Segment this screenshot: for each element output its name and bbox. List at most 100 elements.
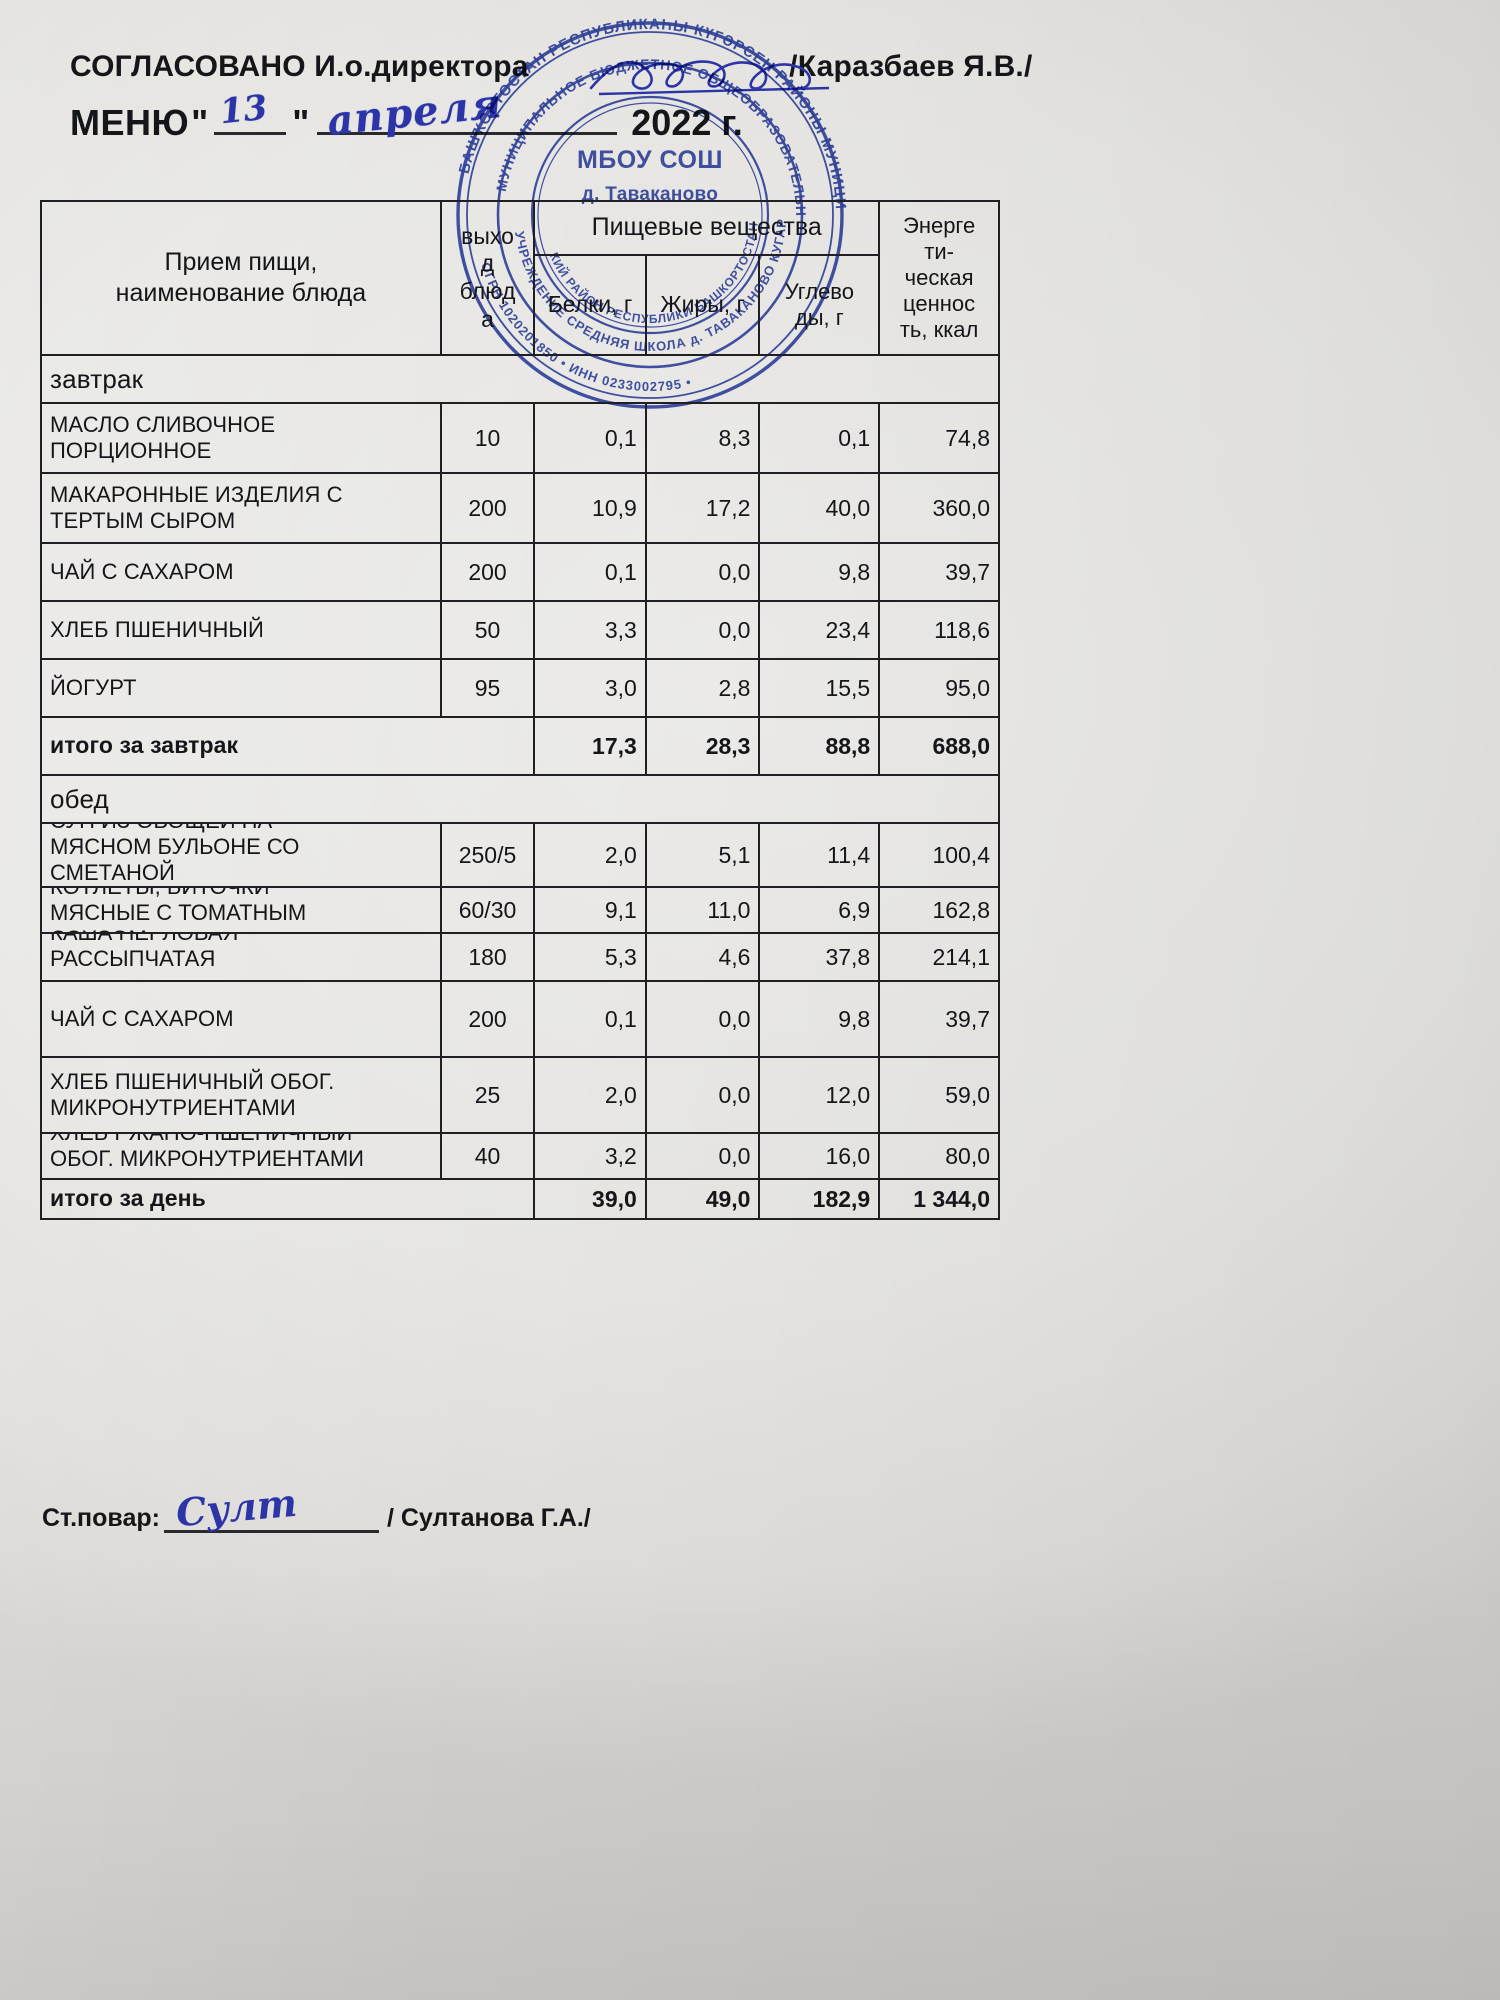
- dish-name: ХЛЕБ ПШЕНИЧНЫЙ: [40, 600, 442, 660]
- dish-protein: 3,0: [533, 658, 647, 718]
- dish-fat: 0,0: [644, 542, 761, 602]
- dish-name: КАША ПЕРЛОВАЯ РАССЫПЧАТАЯ: [40, 932, 442, 982]
- dish-fat: 4,6: [644, 932, 761, 982]
- col-header-output-l4: а: [481, 305, 494, 332]
- total-row-breakfast: итого за завтрак 17,3 28,3 88,8 688,0: [39, 716, 1000, 776]
- col-header-dish: Прием пищи, наименование блюда: [40, 200, 442, 356]
- dish-name: ХЛЕБ ПШЕНИЧНЫЙ ОБОГ. МИКРОНУТРИЕНТАМИ: [40, 1056, 442, 1134]
- total-kcal: 1 344,0: [878, 1178, 1000, 1220]
- col-header-carbs-l2: ды, г: [794, 305, 844, 330]
- dish-fat: 0,0: [644, 1056, 761, 1134]
- quote-open: ": [191, 102, 209, 143]
- dish-carbs: 40,0: [758, 472, 881, 544]
- col-header-output-l1: выхо: [461, 222, 514, 249]
- dish-output: 60/30: [439, 886, 536, 934]
- dish-carbs: 12,0: [758, 1056, 881, 1134]
- total-row-day: итого за день 39,0 49,0 182,9 1 344,0: [39, 1178, 1000, 1220]
- cook-name: / Султанова Г.А./: [386, 1504, 591, 1532]
- col-header-dish-line1: Прием пищи,: [164, 247, 318, 276]
- table-row: ХЛЕБ ПШЕНИЧНЫЙ ОБОГ. МИКРОНУТРИЕНТАМИ 25…: [40, 1056, 1000, 1134]
- table-row: КОТЛЕТЫ, БИТОЧКИ МЯСНЫЕ С ТОМАТНЫМ СОУСО…: [40, 886, 1000, 934]
- dish-output: 25: [439, 1056, 536, 1134]
- table-head: Прием пищи, наименование блюда выхо д бл…: [40, 200, 1000, 356]
- day-handwritten-value: 13: [218, 87, 270, 133]
- dish-carbs: 9,8: [758, 980, 881, 1058]
- month-field[interactable]: апреля: [317, 80, 618, 145]
- dish-output: 250/5: [439, 822, 536, 888]
- table-row: СУП ИЗ ОВОЩЕЙ НА МЯСНОМ БУЛЬОНЕ СО СМЕТА…: [40, 822, 1000, 888]
- dish-kcal: 39,7: [878, 542, 1000, 602]
- director-name: /Каразбаев Я.В./: [789, 50, 1033, 83]
- dish-fat: 0,0: [644, 980, 761, 1058]
- dish-output: 200: [439, 542, 536, 602]
- month-handwritten-value: апреля: [325, 79, 505, 146]
- year-label: 2022 г.: [631, 102, 743, 143]
- menu-table: Прием пищи, наименование блюда выхо д бл…: [39, 200, 1000, 1220]
- total-carbs: 88,8: [758, 716, 881, 776]
- cook-signature-field[interactable]: Султ: [163, 1480, 379, 1535]
- col-header-energy-l1: Энерге: [903, 213, 976, 239]
- total-label: итого за завтрак: [39, 716, 536, 776]
- dish-protein: 0,1: [533, 980, 647, 1058]
- dish-fat: 0,0: [644, 1132, 761, 1180]
- dish-name: ЧАЙ С САХАРОМ: [40, 980, 442, 1058]
- dish-fat: 0,0: [644, 600, 761, 660]
- dish-carbs: 9,8: [758, 542, 881, 602]
- table-row: ЙОГУРТ 95 3,0 2,8 15,5 95,0: [40, 658, 1000, 718]
- table-row: ХЛЕБ ПШЕНИЧНЫЙ 50 3,3 0,0 23,4 118,6: [40, 600, 1000, 660]
- col-header-output-l3: блюд: [459, 278, 516, 304]
- dish-carbs: 23,4: [758, 600, 881, 660]
- day-field[interactable]: 13: [214, 88, 287, 135]
- total-label: итого за день: [39, 1178, 536, 1220]
- total-fat: 49,0: [644, 1178, 761, 1220]
- table-row: ХЛЕБ РЖАНО-ПШЕНИЧНЫЙ ОБОГ. МИКРОНУТРИЕНТ…: [40, 1132, 1000, 1180]
- dish-fat: 8,3: [644, 402, 761, 474]
- dish-fat: 5,1: [644, 822, 761, 888]
- quote-close: ": [292, 102, 310, 143]
- dish-output: 200: [439, 472, 536, 544]
- menu-title-line: МЕНЮ " 13 " апреля 2022 г.: [70, 80, 1220, 145]
- section-row-lunch: обед: [40, 774, 1000, 824]
- table-row: ЧАЙ С САХАРОМ 200 0,1 0,0 9,8 39,7: [40, 980, 1000, 1058]
- dish-name: ЧАЙ С САХАРОМ: [40, 542, 442, 602]
- dish-output: 95: [439, 658, 536, 718]
- col-header-carbs: Углево ды, г: [758, 254, 881, 356]
- dish-carbs: 15,5: [758, 658, 881, 718]
- dish-name: ЙОГУРТ: [40, 658, 442, 718]
- dish-output: 50: [439, 600, 536, 660]
- dish-protein: 2,0: [533, 822, 647, 888]
- dish-carbs: 6,9: [758, 886, 881, 934]
- col-header-dish-line2: наименование блюда: [115, 279, 367, 307]
- section-row-breakfast: завтрак: [40, 354, 1000, 404]
- stamp-line-top: МБОУ СОШ: [577, 146, 723, 174]
- dish-carbs: 16,0: [758, 1132, 881, 1180]
- col-header-output: выхо д блюд а: [439, 200, 536, 356]
- dish-kcal: 80,0: [878, 1132, 1000, 1180]
- approval-line: СОГЛАСОВАНО И.о.директора /Каразбаев Я.В…: [70, 50, 1220, 84]
- dish-kcal: 100,4: [878, 822, 1000, 888]
- document-header: СОГЛАСОВАНО И.о.директора /Каразбаев Я.В…: [70, 50, 1220, 145]
- dish-protein: 3,3: [533, 600, 647, 660]
- dish-protein: 5,3: [533, 932, 647, 982]
- dish-name-text: КАША ПЕРЛОВАЯ РАССЫПЧАТАЯ: [50, 935, 238, 971]
- dish-name: ХЛЕБ РЖАНО-ПШЕНИЧНЫЙ ОБОГ. МИКРОНУТРИЕНТ…: [40, 1132, 442, 1180]
- dish-protein: 0,1: [533, 542, 647, 602]
- dish-fat: 11,0: [644, 886, 761, 934]
- cook-handwritten-signature: Султ: [174, 1479, 299, 1536]
- dish-name-text: КОТЛЕТЫ, БИТОЧКИ МЯСНЫЕ С ТОМАТНЫМ СОУСО…: [50, 889, 307, 931]
- dish-name: МАКАРОННЫЕ ИЗДЕЛИЯ С ТЕРТЫМ СЫРОМ: [40, 472, 442, 544]
- col-header-carbs-l1: Углево: [784, 279, 854, 305]
- section-title-lunch: обед: [40, 774, 1000, 824]
- total-protein: 39,0: [533, 1178, 647, 1220]
- dish-protein: 3,2: [533, 1132, 647, 1180]
- dish-output: 10: [439, 402, 536, 474]
- dish-output: 180: [439, 932, 536, 982]
- col-header-energy-l2: ти-: [924, 239, 954, 265]
- dish-kcal: 162,8: [878, 886, 1000, 934]
- dish-name: КОТЛЕТЫ, БИТОЧКИ МЯСНЫЕ С ТОМАТНЫМ СОУСО…: [40, 886, 442, 934]
- col-header-nutrients: Пищевые вещества: [533, 200, 881, 256]
- dish-name-text: ХЛЕБ РЖАНО-ПШЕНИЧНЫЙ ОБОГ. МИКРОНУТРИЕНТ…: [50, 1135, 364, 1171]
- dish-kcal: 74,8: [878, 402, 1000, 474]
- col-header-fat: Жиры, г: [644, 254, 761, 356]
